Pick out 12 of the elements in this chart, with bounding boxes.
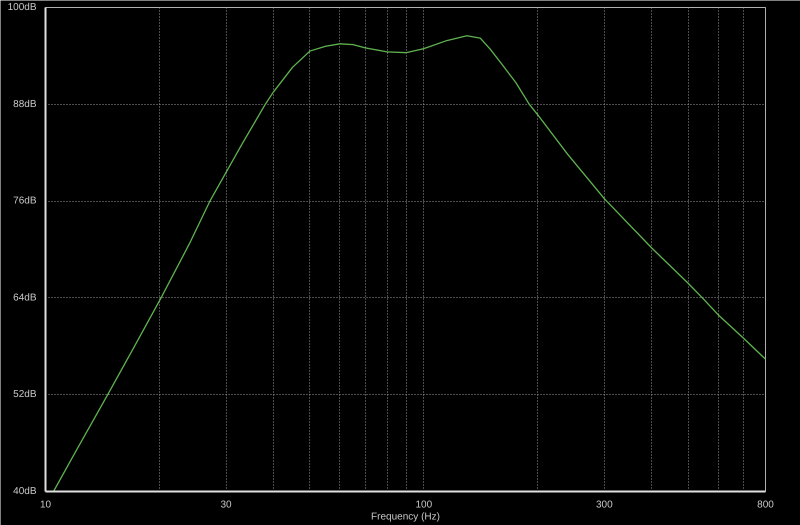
x-tick-label: 30 [220,500,232,510]
x-tick-label: 10 [40,500,52,510]
y-tick-label: 64dB [13,292,37,304]
y-tick-label: 76dB [13,196,37,207]
y-tick-label: 52dB [13,389,37,400]
x-tick-label: 100 [415,500,433,510]
y-tick-label: 100dB [8,2,37,13]
x-tick-label: 300 [596,500,614,510]
x-axis-title: Frequency (Hz) [371,512,440,522]
y-tick-label: 88dB [13,98,37,110]
y-tick-label: 40dB [13,486,37,497]
x-tick-label: 800 [757,500,774,510]
